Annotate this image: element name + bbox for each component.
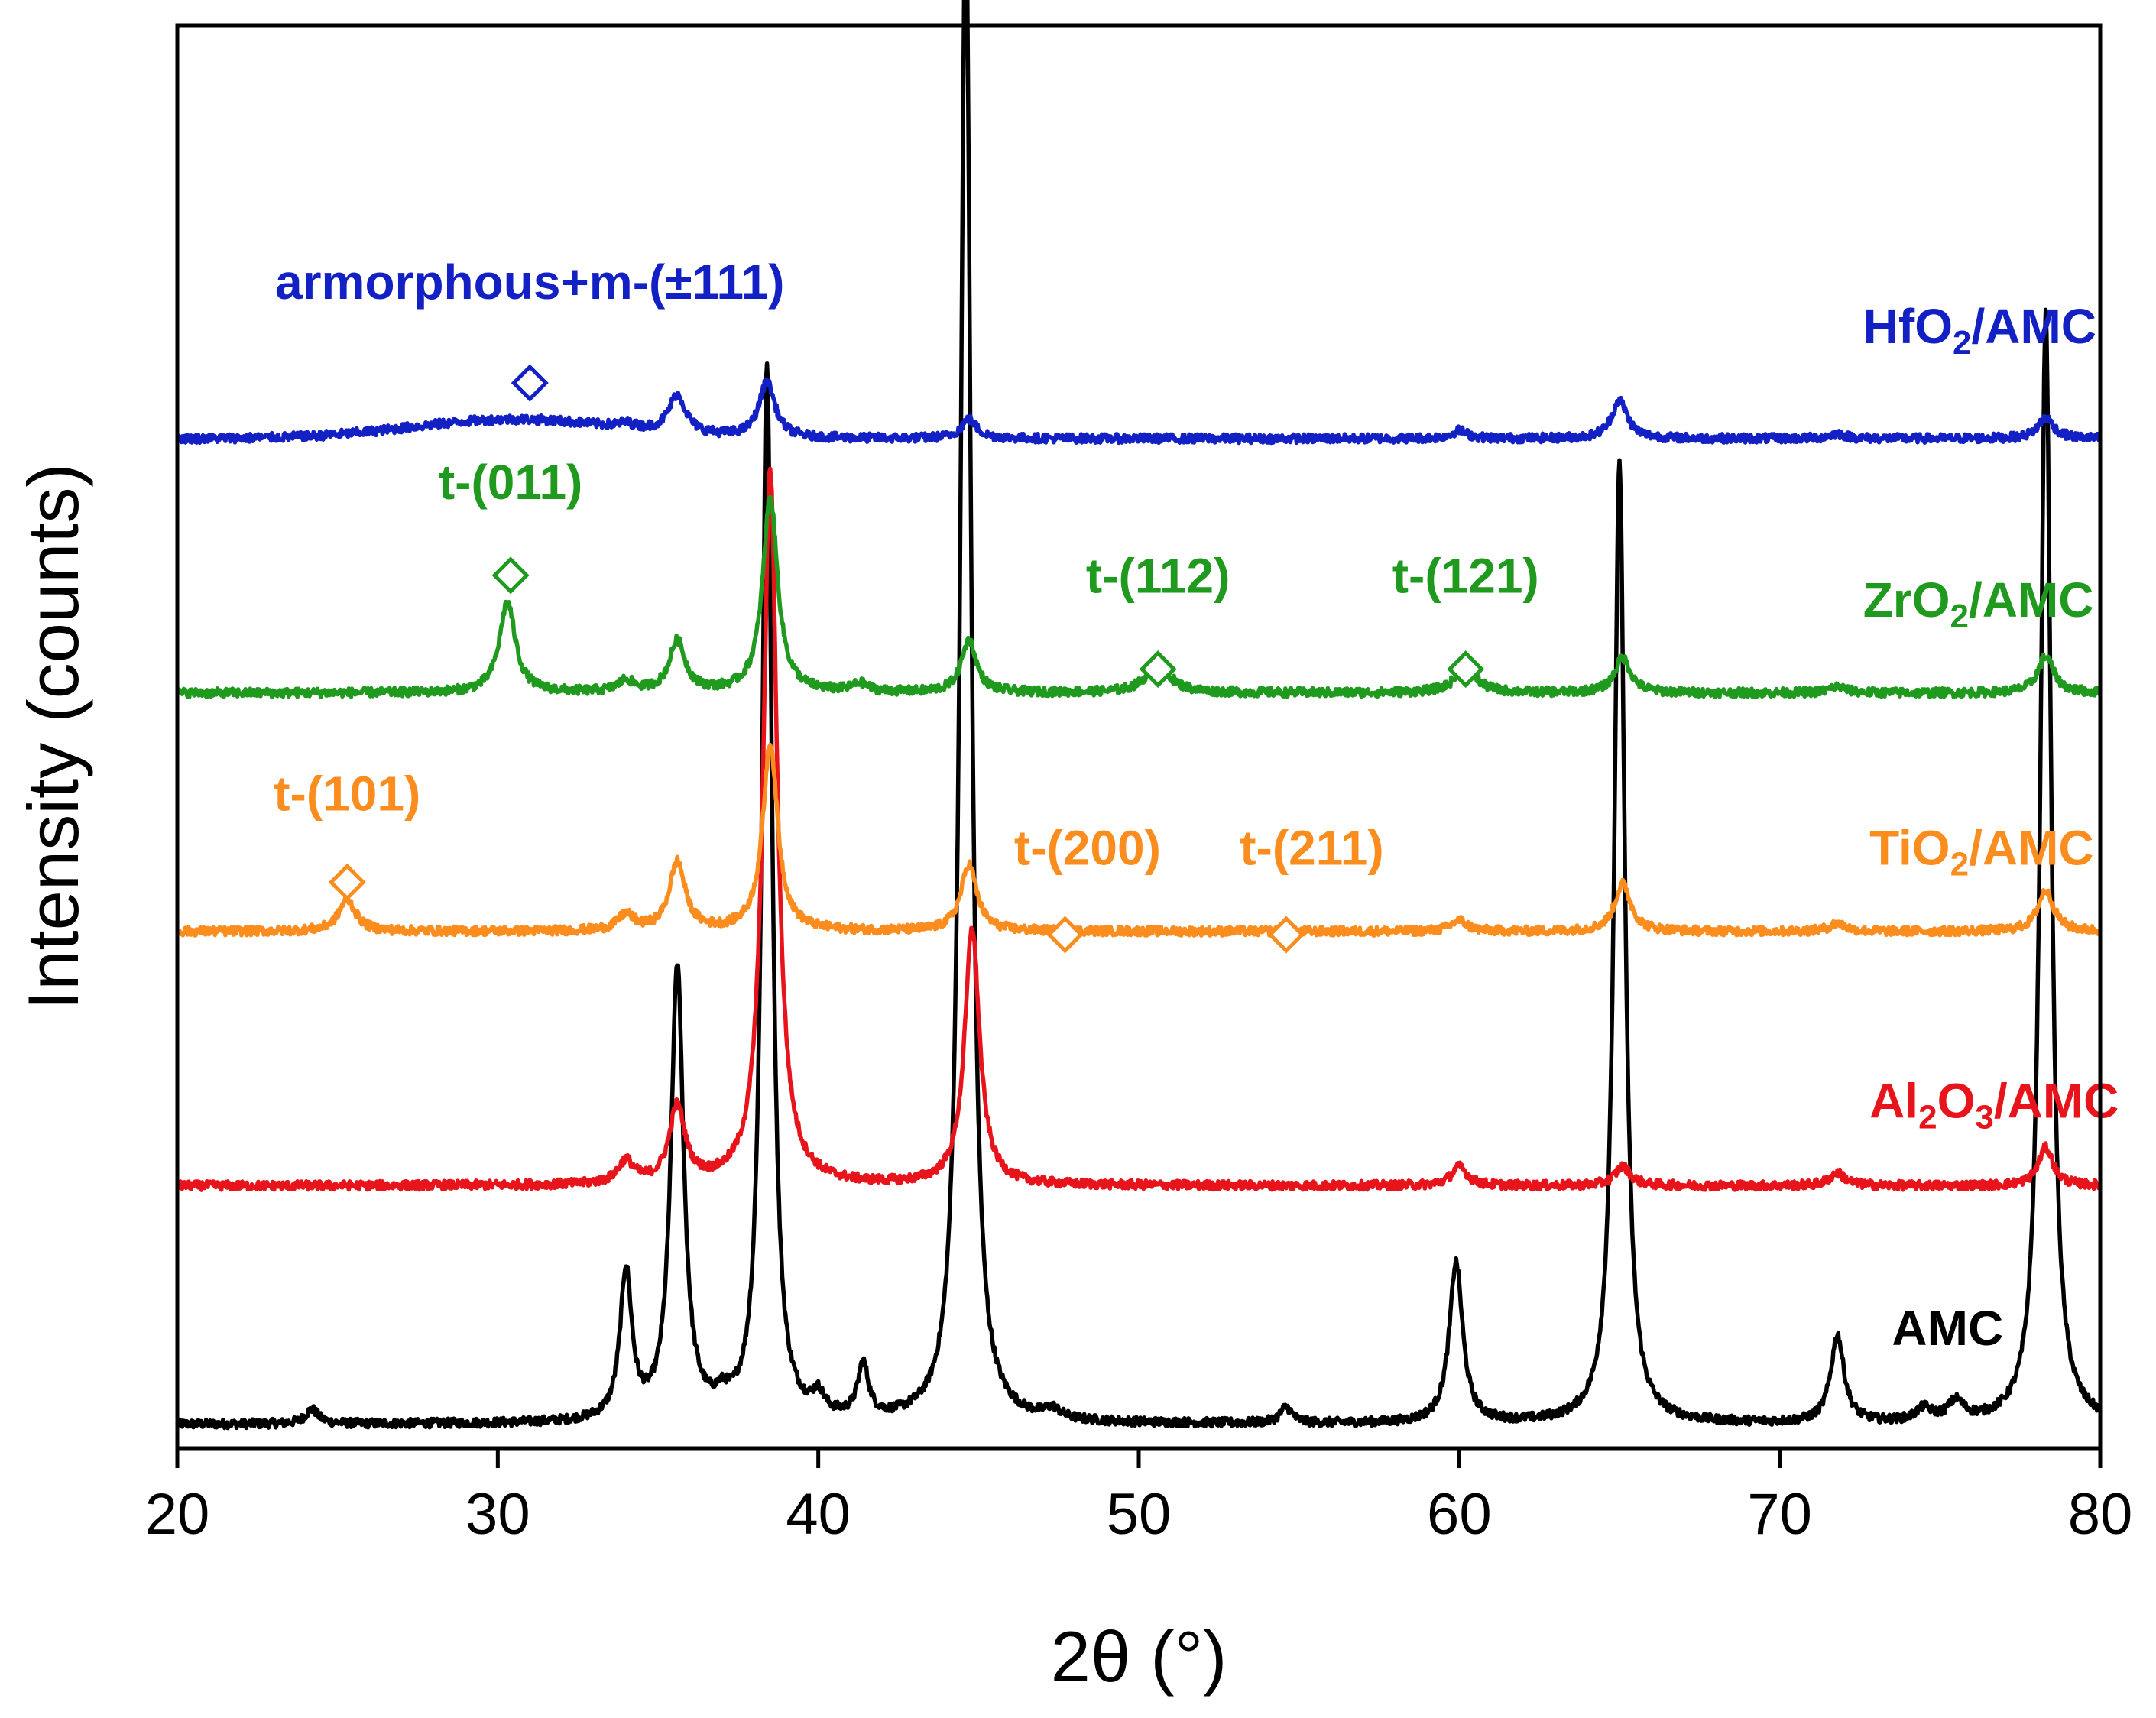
peak-annotation-label: t-(211) (1240, 820, 1384, 875)
series-label-part: AMC (1892, 1301, 2003, 1356)
series-label-part: /AMC (1969, 572, 2094, 627)
diamond-marker (1139, 650, 1177, 689)
y-axis-title: Intensity (counts) (13, 463, 93, 1010)
x-tick-label: 50 (1107, 1482, 1172, 1547)
series-label-zro2-amc: ZrO2/AMC (1863, 572, 2094, 635)
series-label-part: Al (1869, 1073, 1918, 1128)
diamond-marker (1267, 916, 1305, 954)
x-tick-label: 70 (1747, 1482, 1812, 1547)
series-line-zro2-amc (175, 494, 2102, 699)
series-label-amc: AMC (1892, 1301, 2003, 1356)
series-label-al2o3-amc: Al2O3/AMC (1869, 1073, 2119, 1136)
annotation-layer: armorphous+m-(±111) t-(011) t-(112) t-(121)… (274, 254, 1539, 954)
series-layer (175, 0, 2103, 1431)
peak-annotation-label: t-(200) (1014, 820, 1161, 875)
x-axis: 20 30 40 50 60 70 80 (145, 1448, 2133, 1547)
series-label-part: ZrO (1863, 572, 1950, 627)
peak-annotation-label: armorphous+m-(±111) (275, 254, 784, 310)
diamond-marker (511, 364, 549, 402)
diamond-marker (328, 863, 366, 901)
peak-annotation-label: t-(112) (1086, 549, 1230, 604)
series-line-tio2-amc (175, 742, 2102, 938)
series-line-hfo2-amc (175, 378, 2103, 446)
plot-frame (175, 23, 2103, 1451)
series-label-part: /AMC (1969, 820, 2094, 875)
series-label-part: 2 (1950, 845, 1969, 883)
series-line-al2o3-amc (176, 466, 2103, 1192)
series-label-part: /AMC (1994, 1073, 2119, 1128)
diamond-marker (1447, 650, 1485, 689)
series-label-part: TiO (1869, 820, 1950, 875)
series-label-part: 3 (1975, 1098, 1993, 1136)
series-label-part: 2 (1953, 324, 1971, 361)
series-label-tio2-amc: TiO2/AMC (1869, 820, 2094, 883)
x-tick-label: 20 (145, 1482, 210, 1547)
diamond-marker (1046, 916, 1084, 954)
x-tick-label: 30 (465, 1482, 530, 1547)
x-axis-title: 2θ (°) (1051, 1616, 1227, 1697)
peak-annotation-label: t-(121) (1392, 549, 1539, 604)
series-label-part: O (1937, 1073, 1976, 1128)
series-line-amc (175, 0, 2103, 1431)
series-label-part: 2 (1918, 1098, 1937, 1136)
peak-annotation-label: t-(101) (274, 767, 420, 822)
series-label-hfo2-amc: HfO2/AMC (1863, 299, 2096, 361)
diamond-marker (491, 556, 530, 595)
series-label-part: /AMC (1971, 299, 2096, 354)
x-tick-label: 80 (2068, 1482, 2133, 1547)
x-tick-label: 40 (786, 1482, 851, 1547)
x-tick-label: 60 (1427, 1482, 1492, 1547)
series-label-part: 2 (1950, 598, 1968, 635)
peak-annotation-label: t-(011) (439, 455, 583, 510)
series-label-part: HfO (1863, 299, 1953, 354)
